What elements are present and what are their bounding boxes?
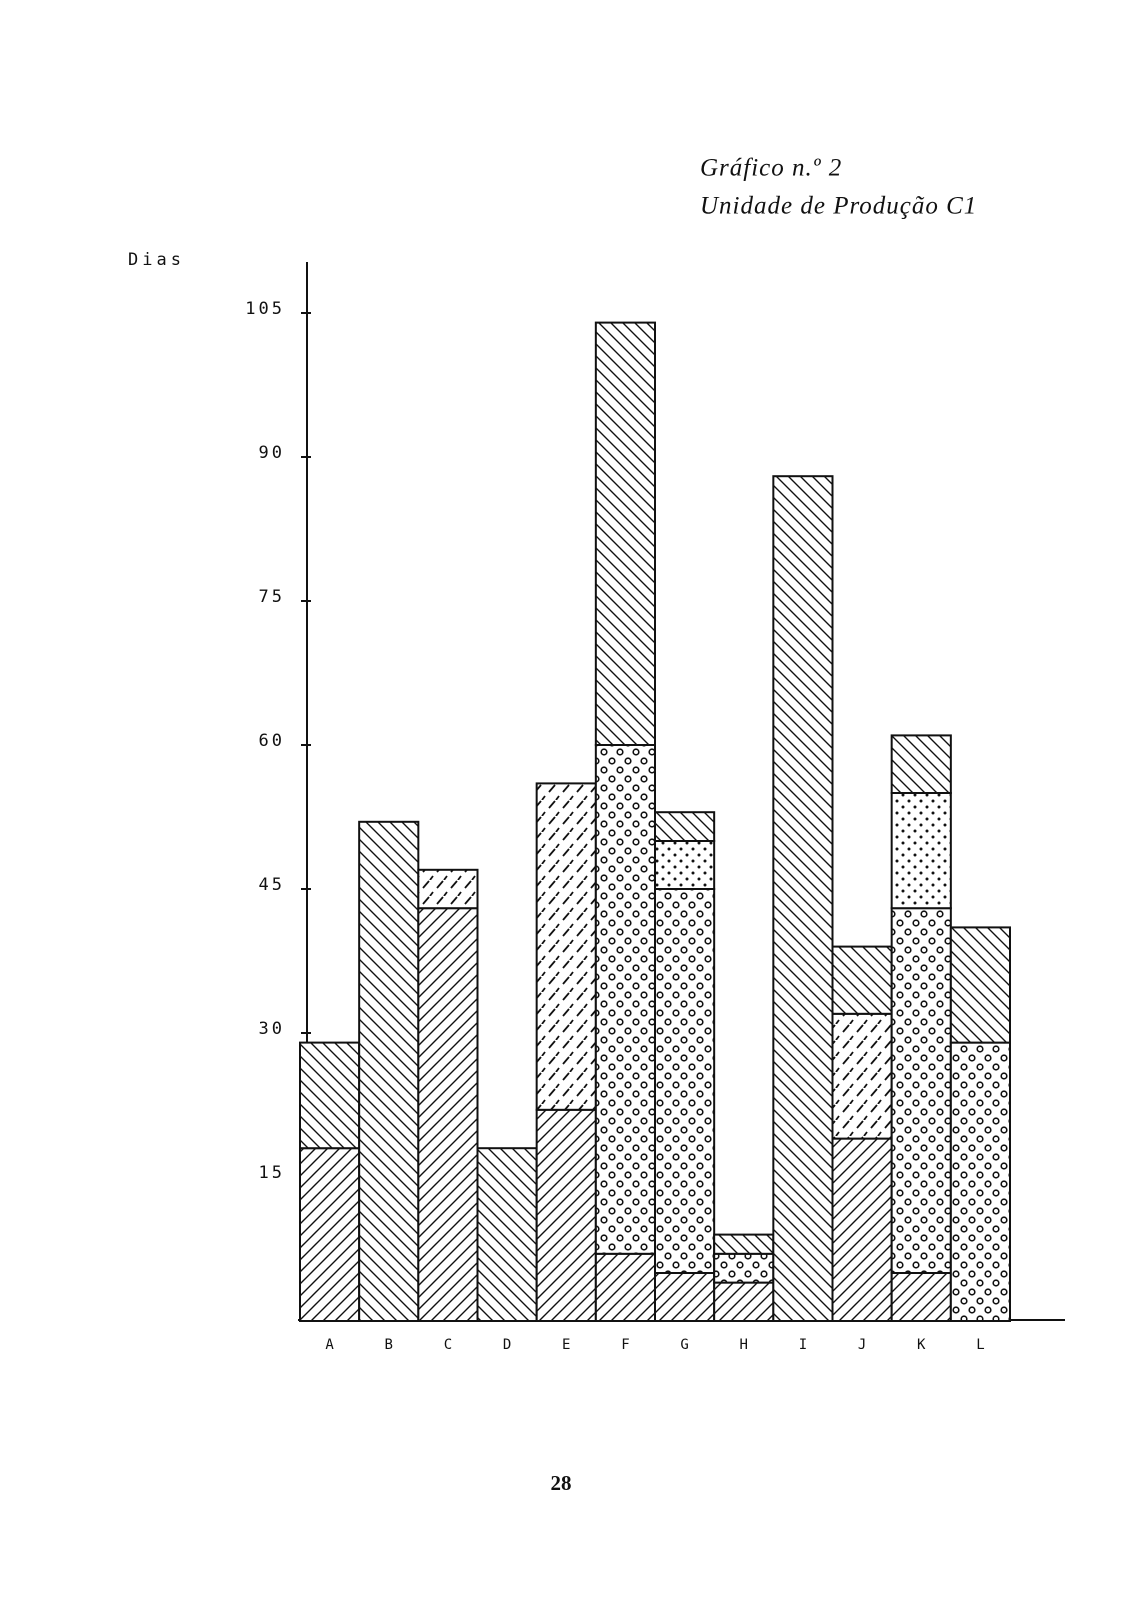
bar-segment <box>417 907 479 1322</box>
y-axis-label: Dias <box>128 250 185 270</box>
x-tick-label: G <box>680 1337 688 1353</box>
bar-segment <box>654 811 716 843</box>
bar-segment <box>594 744 656 1255</box>
x-tick-label: J <box>858 1337 866 1353</box>
x-tick-label: F <box>621 1337 629 1353</box>
page-number: 28 <box>551 1471 572 1495</box>
x-tick-label: A <box>325 1337 334 1353</box>
bar-segment <box>831 945 893 1015</box>
bar-segment <box>535 1108 597 1323</box>
y-tick-label: 45 <box>259 875 285 895</box>
bar-segment <box>890 1272 952 1322</box>
bar-segment <box>890 907 952 1274</box>
bar-segment <box>772 475 834 1322</box>
x-tick-label: L <box>976 1337 984 1353</box>
bar-segment <box>535 782 597 1111</box>
x-tick-label: K <box>917 1337 926 1353</box>
bar-segment <box>949 926 1011 1044</box>
bar-segment <box>594 321 656 746</box>
y-tick-label: 30 <box>259 1019 285 1039</box>
bar-segment <box>890 792 952 910</box>
bar-segment <box>476 1147 538 1322</box>
chart-title: Gráfico n.º 2 <box>700 155 842 182</box>
bar-segment <box>358 820 420 1322</box>
x-tick-label: H <box>740 1337 748 1353</box>
chart-subtitle: Unidade de Produção C1 <box>700 193 977 220</box>
y-tick-label: 105 <box>245 299 285 319</box>
x-tick-label: B <box>385 1337 393 1353</box>
bar-segment <box>299 1041 361 1150</box>
y-tick-label: 60 <box>259 731 285 751</box>
x-tick-label: E <box>562 1337 570 1353</box>
y-tick-label: 15 <box>259 1163 285 1183</box>
bar-segment <box>713 1281 775 1322</box>
x-tick-label: D <box>503 1337 511 1353</box>
bar-segment <box>890 734 952 795</box>
bar-segment <box>417 868 479 910</box>
bar-segment <box>831 1012 893 1140</box>
y-tick-label: 90 <box>259 443 285 463</box>
x-tick-label: C <box>444 1337 452 1353</box>
bar-segment <box>713 1252 775 1284</box>
bar-segment <box>831 1137 893 1322</box>
x-tick-label: I <box>799 1337 807 1353</box>
bar-segment <box>299 1147 361 1322</box>
bar-segment <box>654 840 716 890</box>
bar-segment <box>713 1233 775 1255</box>
bar-segment <box>654 1272 716 1322</box>
bar-segment <box>949 1041 1011 1322</box>
y-tick-label: 75 <box>259 587 285 607</box>
bar-segment <box>594 1252 656 1323</box>
bar-segment <box>654 888 716 1274</box>
